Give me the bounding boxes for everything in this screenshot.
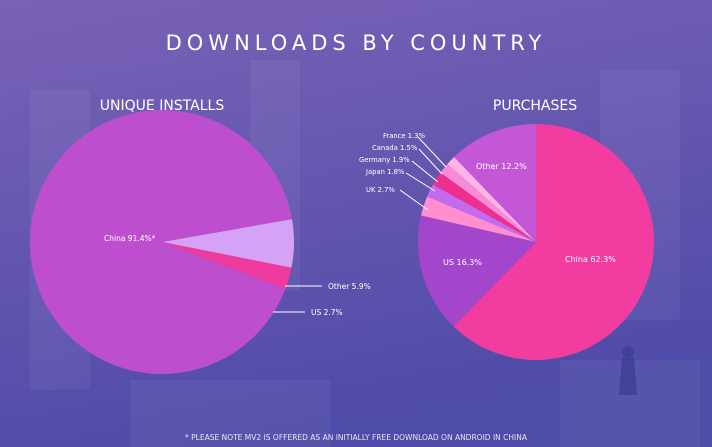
purchases-label-japan: Japan 1.8% — [365, 168, 405, 176]
installs-slice-other — [162, 219, 294, 268]
installs-label-china: China 91.4%* — [104, 234, 156, 243]
purchases-slice-canada — [440, 163, 536, 242]
purchases-slice-germany — [432, 172, 536, 242]
purchases-label-france: France 1.3% — [383, 132, 426, 140]
purchases-leader-france — [417, 136, 447, 168]
purchases-leader-germany — [411, 160, 439, 183]
purchases-slice-france — [447, 157, 536, 242]
footnote: * PLEASE NOTE MV2 IS OFFERED AS AN INITI… — [185, 433, 528, 442]
installs-label-us: US 2.7% — [311, 308, 343, 317]
purchases-label-china: China 62.3% — [565, 255, 616, 264]
background-figure — [619, 346, 637, 395]
purchases-pie — [418, 123, 655, 360]
installs-slice-us — [162, 242, 292, 290]
installs-pie — [29, 110, 294, 375]
purchases-leader-japan — [405, 172, 436, 192]
purchases-label-germany: Germany 1.9% — [359, 156, 410, 164]
page-title: DOWNLOADS BY COUNTRY — [166, 31, 547, 55]
installs-title: UNIQUE INSTALLS — [100, 98, 225, 114]
installs-label-other: Other 5.9% — [328, 282, 371, 291]
purchases-leader-canada — [418, 148, 443, 175]
purchases-label-canada: Canada 1.5% — [372, 144, 418, 152]
installs-slice-china — [29, 110, 292, 375]
purchases-leader-uk — [399, 189, 429, 211]
purchases-slice-uk — [421, 196, 536, 242]
purchases-slice-us — [418, 215, 536, 327]
purchases-slice-other — [454, 124, 536, 242]
purchases-label-uk: UK 2.7% — [366, 186, 395, 194]
purchases-slice-japan — [427, 184, 536, 242]
purchases-label-us: US 16.3% — [443, 258, 482, 267]
purchases-slice-china — [453, 123, 655, 360]
purchases-label-other: Other 12.2% — [476, 162, 527, 171]
purchases-title: PURCHASES — [493, 98, 577, 114]
